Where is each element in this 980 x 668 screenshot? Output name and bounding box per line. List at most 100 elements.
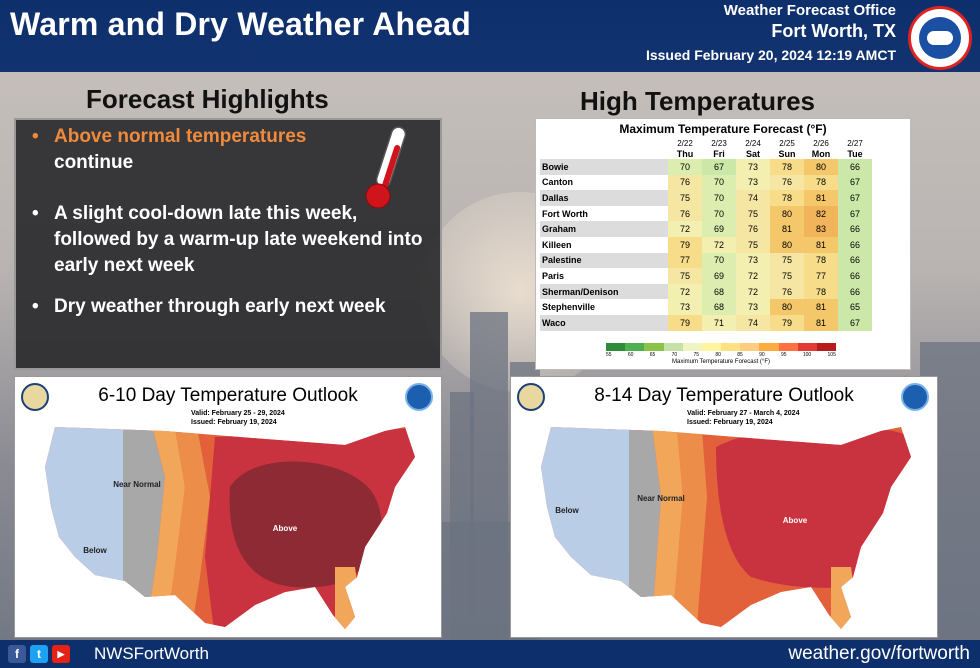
legend-tick: 95 xyxy=(781,352,787,358)
table-temp-cell: 82 xyxy=(804,205,838,222)
table-temp-cell: 72 xyxy=(668,283,702,300)
social-handle[interactable]: NWSFortWorth xyxy=(94,644,209,663)
table-temp-cell: 66 xyxy=(838,283,872,300)
table-temp-cell: 73 xyxy=(736,299,770,315)
table-temp-cell: 76 xyxy=(770,174,804,191)
outlook-map: Near Normal Above Below xyxy=(541,427,911,629)
table-temp-cell: 67 xyxy=(838,174,872,191)
table-temp-cell: 79 xyxy=(668,236,702,253)
website-link[interactable]: weather.gov/fortworth xyxy=(788,643,970,664)
issued-label: Issued: xyxy=(191,419,216,426)
map-label-above: Above xyxy=(783,516,808,525)
table-temp-cell: 68 xyxy=(702,283,736,300)
table-temp-cell: 70 xyxy=(668,159,702,175)
table-temp-cell: 73 xyxy=(736,174,770,191)
issued-date: February 19, 2024 xyxy=(217,419,277,426)
youtube-icon[interactable]: ▶ xyxy=(52,645,70,663)
legend-caption: Maximum Temperature Forecast (°F) xyxy=(672,359,770,365)
map-label-below: Below xyxy=(83,546,107,555)
table-temp-cell: 76 xyxy=(770,283,804,300)
table-temp-cell: 67 xyxy=(838,205,872,222)
table-city-cell: Stephenville xyxy=(542,302,596,313)
highlight-text: A slight cool-down late this week, follo… xyxy=(54,203,423,276)
legend-swatch xyxy=(663,343,683,351)
valid-label: Valid: xyxy=(191,410,210,417)
legend-tick: 90 xyxy=(759,352,765,358)
nws-logo-icon xyxy=(908,6,972,70)
office-location: Fort Worth, TX xyxy=(771,21,896,41)
max-temperature-table: 2/22 2/23 2/24 2/25 2/26 2/27 Thu Fri Sat Sun Mon… xyxy=(540,139,872,331)
highlight-item: • Above normal temperatures continue xyxy=(28,124,428,176)
legend-swatch xyxy=(606,343,626,351)
legend-ticks: 55 60 65 70 75 80 85 90 95 100 105 xyxy=(606,352,836,358)
highlight-item: • Dry weather through early next week xyxy=(28,294,428,320)
office-info: Weather Forecast Office Fort Worth, TX I… xyxy=(646,2,896,63)
table-row: Fort Worth 76 70 75 80 82 67 xyxy=(540,205,872,222)
facebook-icon[interactable]: f xyxy=(8,645,26,663)
footer-bar: f t ▶ NWSFortWorth weather.gov/fortworth xyxy=(0,640,980,668)
table-day-header: Mon xyxy=(811,149,831,159)
table-city-cell: Palestine xyxy=(540,252,668,269)
table-temp-cell: 75 xyxy=(736,205,770,222)
table-temp-cell: 80 xyxy=(770,299,804,315)
table-row: Bowie 70 67 73 78 80 66 xyxy=(540,159,872,175)
bullet: • xyxy=(32,296,39,317)
table-temp-cell: 78 xyxy=(770,159,804,175)
legend-swatch xyxy=(797,343,817,351)
legend-tick: 70 xyxy=(671,352,678,358)
issued-label: Issued: xyxy=(687,419,712,426)
bullet: • xyxy=(32,203,39,224)
table-row: Sherman/Denison 72 68 72 76 78 66 xyxy=(540,283,872,300)
outlook-meta: Valid: February 27 - March 4, 2024 Issue… xyxy=(687,409,799,427)
table-temp-cell: 70 xyxy=(702,252,736,269)
table-row: Dallas 75 70 74 78 81 67 xyxy=(540,190,872,206)
table-temp-cell: 74 xyxy=(736,314,770,331)
legend-swatch xyxy=(740,343,760,351)
valid-dates: February 27 - March 4, 2024 xyxy=(707,410,800,417)
table-city-cell: Graham xyxy=(540,221,668,237)
table-city-cell: Waco xyxy=(540,314,668,331)
table-temp-cell: 78 xyxy=(804,174,838,191)
table-date-header: 2/25 xyxy=(779,139,795,148)
social-links: f t ▶ xyxy=(8,645,70,663)
table-temp-cell: 70 xyxy=(702,205,736,222)
legend-tick: 80 xyxy=(715,352,721,358)
table-temp-cell: 67 xyxy=(702,159,736,175)
thermometer-icon xyxy=(365,126,407,209)
table-temp-cell: 79 xyxy=(770,314,804,331)
highlight-text: continue xyxy=(54,152,134,173)
table-temp-cell: 78 xyxy=(804,252,838,269)
map-label-below: Below xyxy=(555,506,579,515)
map-label-near-normal: Near Normal xyxy=(113,480,161,489)
table-header-dates: 2/22 2/23 2/24 2/25 2/26 2/27 xyxy=(540,139,872,149)
commerce-seal-icon xyxy=(517,383,545,411)
outlook-8-14-card: 8-14 Day Temperature Outlook Valid: Febr… xyxy=(510,376,938,638)
table-date-header: 2/22 xyxy=(677,139,693,148)
table-temp-cell: 76 xyxy=(736,221,770,237)
table-date-header: 2/24 xyxy=(745,139,761,148)
table-temp-cell: 66 xyxy=(838,236,872,253)
high-temperatures-heading: High Temperatures xyxy=(580,86,816,116)
legend-tick: 85 xyxy=(737,352,743,358)
table-temp-cell: 75 xyxy=(770,252,804,269)
legend-tick: 60 xyxy=(627,352,634,358)
legend-swatch xyxy=(759,343,779,351)
table-row: Waco 79 71 74 79 81 67 xyxy=(540,314,872,331)
table-temp-cell: 72 xyxy=(736,283,770,300)
table-temp-cell: 80 xyxy=(804,159,838,175)
table-temp-cell: 81 xyxy=(770,221,804,237)
outlook-title: 6-10 Day Temperature Outlook xyxy=(98,385,358,406)
twitter-icon[interactable]: t xyxy=(30,645,48,663)
table-day-header: Thu xyxy=(676,149,694,159)
commerce-seal-icon xyxy=(21,383,49,411)
map-label-above: Above xyxy=(273,524,298,533)
legend-tick: 65 xyxy=(649,352,656,358)
page-title: Warm and Dry Weather Ahead xyxy=(10,6,472,42)
table-temp-cell: 66 xyxy=(838,159,872,175)
table-temp-cell: 77 xyxy=(804,268,838,284)
valid-label: Valid: xyxy=(687,410,706,417)
legend-tick: 105 xyxy=(827,352,836,358)
table-temp-cell: 75 xyxy=(668,190,702,206)
highlight-item: • A slight cool-down late this week, fol… xyxy=(28,201,428,279)
table-row: Stephenville 73 68 73 80 81 65 xyxy=(540,299,872,315)
